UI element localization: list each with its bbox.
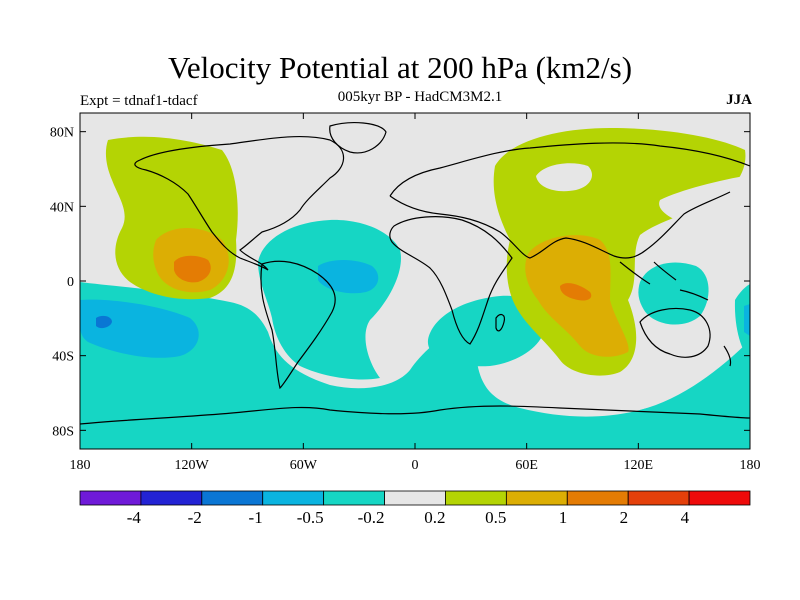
experiment-label: Expt = tdnaf1-tdacf — [80, 93, 198, 109]
contour-west-pacific-negative — [638, 262, 709, 325]
latitude-axis: 80N 40N 0 40S 80S — [50, 126, 750, 439]
colorbar: -4 -2 -1 -0.5 -0.2 0.2 0.5 1 2 4 — [79, 490, 751, 527]
contour-atlantic-strong-negative — [318, 260, 379, 294]
colorbar-swatch — [505, 490, 568, 506]
colorbar-swatch — [323, 490, 385, 506]
coast-antarctica — [80, 405, 750, 425]
chart-subtitle: 005kyr BP - HadCM3M2.1 — [337, 89, 503, 105]
contour-south-pacific-negative — [640, 340, 750, 424]
lat-tick-label: 80S — [52, 424, 74, 439]
lon-tick-label: 180 — [740, 458, 761, 473]
coast-australia — [639, 307, 711, 358]
contour-fill-layer — [80, 128, 750, 449]
contour-pacific-core-negative — [96, 315, 112, 329]
coast-europe-asia — [389, 142, 750, 259]
coast-madagascar — [495, 313, 505, 332]
longitude-axis: 180 120W 60W 0 60E 120E 180 — [70, 113, 761, 473]
contour-indian-positive-core — [560, 283, 592, 301]
colorbar-swatch — [627, 490, 690, 506]
colorbar-swatch — [445, 490, 507, 506]
colorbar-label: 0.2 — [424, 508, 445, 527]
lon-tick-label: 60W — [290, 458, 318, 473]
colorbar-label: -1 — [249, 508, 263, 527]
lat-tick-label: 0 — [67, 275, 74, 290]
contour-siberia-neutral — [536, 163, 592, 192]
coast-north-america — [134, 136, 345, 271]
colorbar-swatch — [140, 490, 203, 506]
lon-tick-label: 180 — [70, 458, 91, 473]
colorbar-swatch — [262, 490, 325, 506]
coast-south-america — [260, 260, 336, 390]
contour-tibet-neutral — [659, 175, 750, 235]
colorbar-swatch — [79, 490, 142, 506]
contour-pacific-strong-negative — [80, 299, 199, 358]
lon-tick-label: 0 — [412, 458, 419, 473]
lon-tick-label: 120W — [175, 458, 210, 473]
coast-new-zealand — [723, 345, 732, 367]
colorbar-label: -0.2 — [358, 508, 385, 527]
colorbar-swatch — [384, 490, 446, 506]
colorbar-label: 2 — [620, 508, 629, 527]
contour-atlantic-negative — [258, 219, 401, 380]
colorbar-label: -2 — [188, 508, 202, 527]
coast-greenland — [329, 122, 387, 154]
colorbar-label: -0.5 — [297, 508, 324, 527]
colorbar-swatch — [566, 490, 629, 506]
chart-title: Velocity Potential at 200 hPa (km2/s) — [167, 50, 633, 85]
contour-east-edge-negative — [734, 284, 750, 360]
lat-tick-label: 80N — [50, 126, 74, 141]
contour-east-edge-strong-negative — [744, 304, 750, 336]
lat-tick-label: 40S — [52, 350, 74, 365]
colorbar-label: 1 — [559, 508, 568, 527]
contour-pacific-positive-core — [174, 255, 211, 283]
season-label: JJA — [726, 92, 752, 108]
contour-southern-ocean-negative — [80, 282, 750, 449]
lat-tick-label: 40N — [50, 200, 74, 215]
coastlines — [80, 122, 750, 425]
lon-tick-label: 120E — [624, 458, 654, 473]
colorbar-swatch — [201, 490, 264, 506]
colorbar-label: 0.5 — [485, 508, 506, 527]
colorbar-label: -4 — [127, 508, 142, 527]
coast-africa — [389, 216, 513, 345]
colorbar-label: 4 — [681, 508, 690, 527]
colorbar-swatch — [688, 490, 751, 506]
coast-southeast-asia — [619, 261, 709, 301]
lon-tick-label: 60E — [515, 458, 538, 473]
contour-south-atlantic-negative — [427, 295, 547, 367]
